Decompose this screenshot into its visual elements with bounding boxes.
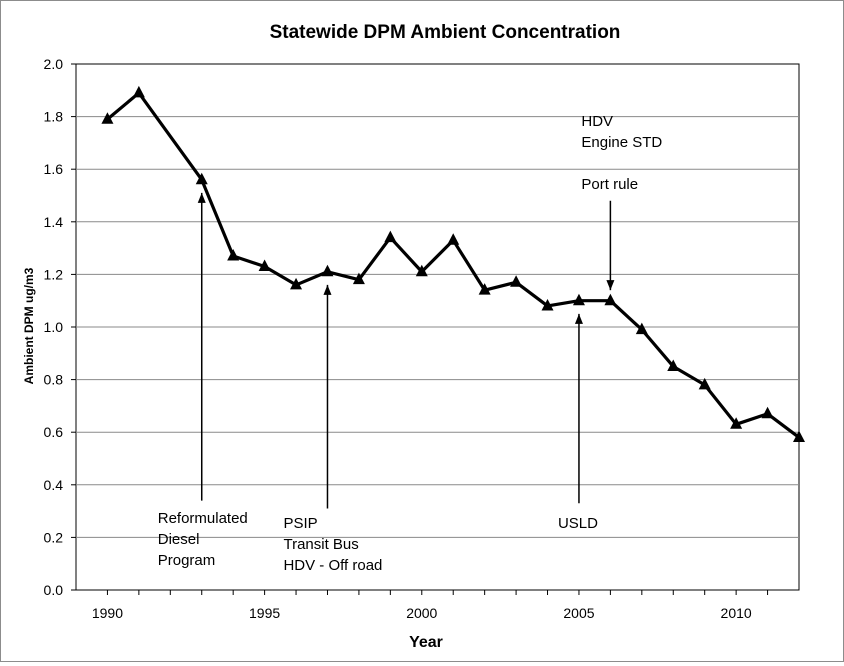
data-point bbox=[510, 275, 523, 287]
series-line bbox=[106, 91, 800, 439]
data-point bbox=[667, 359, 680, 371]
data-point bbox=[384, 230, 397, 243]
x-axis: 1990 1995 2000 2005 2010 bbox=[92, 590, 769, 621]
annotation-text: PSIP bbox=[283, 515, 317, 532]
y-tick-label: 1.4 bbox=[44, 214, 64, 230]
x-tick-label: 1995 bbox=[249, 605, 280, 621]
x-tick-label: 2005 bbox=[563, 605, 594, 621]
annotation-text: HDV - Off road bbox=[283, 557, 382, 574]
annotation-text: Engine STD bbox=[581, 134, 662, 151]
data-point bbox=[604, 293, 617, 306]
annotation-text: Reformulated bbox=[158, 510, 248, 527]
annotation-text: Program bbox=[158, 552, 216, 569]
y-tick-label: 1.2 bbox=[44, 266, 64, 282]
y-tick-label: 1.6 bbox=[44, 161, 64, 177]
annotation-arrowhead bbox=[323, 284, 332, 295]
x-axis-label: Year bbox=[409, 634, 443, 651]
data-point bbox=[447, 233, 460, 245]
data-point bbox=[290, 277, 303, 290]
y-axis-label: Ambient DPM ug/m3 bbox=[22, 267, 36, 384]
annotation-arrowhead bbox=[606, 280, 615, 291]
annotation-text: HDV bbox=[581, 113, 613, 130]
data-point bbox=[541, 298, 554, 311]
y-tick-label: 0.8 bbox=[44, 372, 64, 388]
x-tick-label: 1990 bbox=[92, 605, 123, 621]
y-tick-label: 0.4 bbox=[44, 477, 64, 493]
data-point bbox=[227, 248, 240, 261]
data-point bbox=[321, 264, 334, 277]
x-tick-label: 2010 bbox=[721, 605, 752, 621]
annotation-text: Transit Bus bbox=[283, 536, 358, 553]
data-point bbox=[761, 406, 774, 419]
y-tick-label: 0.0 bbox=[44, 582, 64, 598]
y-tick-label: 2.0 bbox=[44, 56, 64, 72]
y-axis: 0.0 0.2 0.4 0.6 0.8 1.0 1.2 1.4 1.6 1.8 2.0 bbox=[44, 56, 76, 598]
y-tick-label: 1.0 bbox=[44, 319, 64, 335]
annotation-arrowhead bbox=[197, 192, 206, 203]
data-point bbox=[415, 264, 428, 277]
data-point bbox=[635, 322, 648, 335]
data-series bbox=[101, 85, 805, 442]
data-point bbox=[101, 112, 114, 124]
annotation-arrows bbox=[197, 192, 615, 509]
data-point bbox=[478, 283, 491, 295]
data-point bbox=[195, 172, 208, 185]
data-point bbox=[793, 430, 805, 442]
data-point bbox=[572, 293, 585, 306]
chart-title: Statewide DPM Ambient Concentration bbox=[270, 22, 621, 43]
data-point bbox=[730, 417, 743, 429]
annotation-text: Diesel bbox=[158, 531, 200, 548]
data-point bbox=[258, 259, 271, 272]
annotation-text: USLD bbox=[558, 515, 598, 532]
data-point bbox=[698, 377, 711, 390]
data-point bbox=[352, 272, 365, 285]
annotation-arrowhead bbox=[574, 313, 583, 324]
annotation-text: Port rule bbox=[581, 176, 638, 193]
y-tick-label: 0.6 bbox=[44, 424, 64, 440]
data-point bbox=[132, 85, 145, 98]
annotations: Reformulated Diesel Program PSIP Transit Bus… bbox=[158, 113, 663, 574]
x-tick-label: 2000 bbox=[406, 605, 437, 621]
y-tick-label: 0.2 bbox=[44, 529, 64, 545]
y-tick-label: 1.8 bbox=[44, 109, 64, 125]
gridlines bbox=[76, 116, 799, 538]
